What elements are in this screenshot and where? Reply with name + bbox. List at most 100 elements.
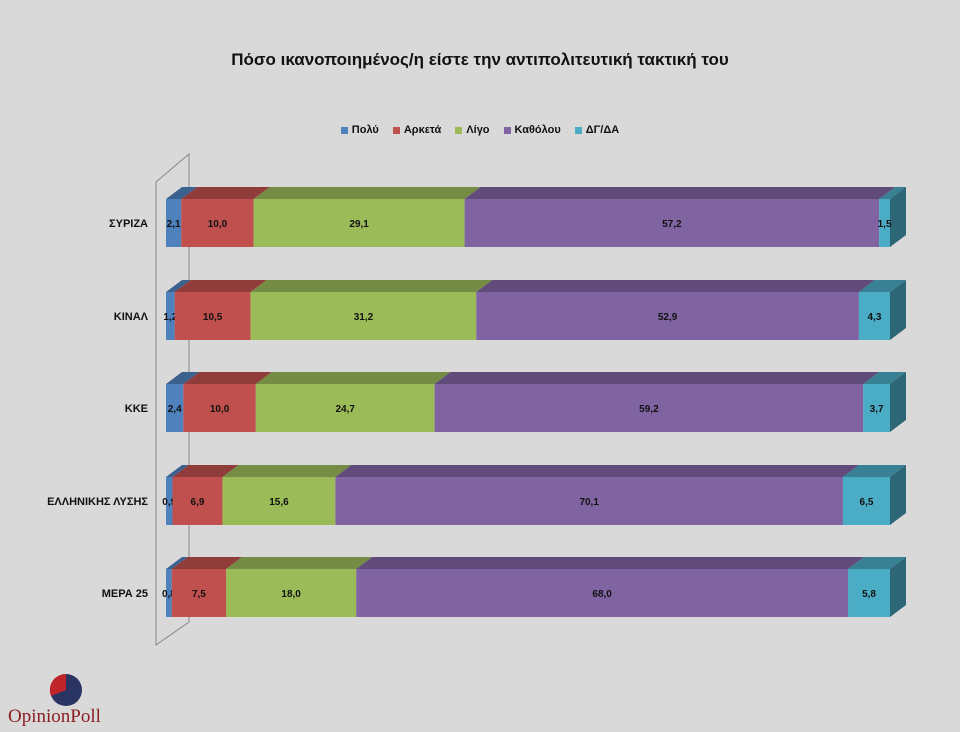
- legend-swatch: [503, 126, 511, 134]
- legend-item: Αρκετά: [392, 124, 442, 136]
- data-label: 5,8: [862, 589, 876, 600]
- bar-top-face: [166, 465, 189, 477]
- data-label: 31,2: [354, 312, 374, 323]
- bar-side-face: [890, 557, 906, 617]
- legend-swatch: [340, 126, 348, 134]
- bar-top-face: [183, 372, 272, 384]
- bar-segment: [222, 477, 336, 525]
- bar-top-face: [226, 557, 373, 569]
- bar-top-face: [174, 280, 267, 292]
- bar-top-face: [356, 557, 865, 569]
- legend-item: ΔΓ/ΔΑ: [574, 124, 620, 136]
- legend-label: Αρκετά: [403, 124, 442, 136]
- bar-segment: [434, 384, 864, 432]
- bar-top-face: [166, 187, 198, 199]
- data-label: 29,1: [349, 219, 369, 230]
- bar-top-face: [166, 557, 188, 569]
- bar-segment: [335, 477, 843, 525]
- bar-top-face: [842, 465, 906, 477]
- bar-top-face: [253, 187, 481, 199]
- legend-item: Λίγο: [455, 124, 490, 136]
- data-label: 52,9: [658, 312, 678, 323]
- bar-top-face: [166, 372, 200, 384]
- bar-segment: [858, 292, 890, 340]
- data-label: 7,5: [192, 589, 206, 600]
- legend-swatch: [392, 126, 400, 134]
- bar-segment: [879, 199, 890, 247]
- logo-segment-red: [49, 673, 66, 696]
- chart-title: Πόσο ικανοποιημένος/η είστε την αντιπολι…: [231, 50, 729, 69]
- bar-top-face: [250, 280, 493, 292]
- category-label: ΣΥΡΙΖΑ: [109, 218, 148, 230]
- brand-name: OpinionPoll: [8, 706, 101, 727]
- bar-segment: [848, 569, 890, 617]
- bar-top-face: [172, 465, 239, 477]
- bar-segment: [356, 569, 849, 617]
- bar-top-face: [171, 557, 243, 569]
- data-label: 15,6: [269, 497, 289, 508]
- data-label: 6,5: [860, 497, 874, 508]
- category-label: ΕΛΛΗΝΙΚΗΣ ΛΥΣΗΣ: [47, 496, 148, 508]
- data-label: 10,0: [210, 404, 230, 415]
- bar-segment: [166, 384, 184, 432]
- bar-segment: [842, 477, 890, 525]
- bar-segment: [166, 199, 182, 247]
- legend-swatch: [455, 126, 463, 134]
- bar-top-face: [858, 280, 906, 292]
- opinionpoll-logo: [49, 673, 82, 706]
- data-label: 2,1: [167, 219, 181, 230]
- data-label: 18,0: [281, 589, 301, 600]
- bar-top-face: [166, 280, 191, 292]
- bar-segment: [863, 384, 890, 432]
- data-label: 1,2: [163, 312, 177, 323]
- bar-segment: [226, 569, 357, 617]
- legend-label: Λίγο: [466, 124, 490, 136]
- bar-segment: [166, 477, 173, 525]
- data-label: 10,5: [203, 312, 223, 323]
- category-label: ΜΕΡΑ 25: [102, 588, 148, 600]
- bar-segment: [250, 292, 477, 340]
- bar-side-face: [890, 465, 906, 525]
- bar-top-face: [464, 187, 896, 199]
- bar-segment: [172, 477, 223, 525]
- bar-top-face: [335, 465, 859, 477]
- data-label: 68,0: [592, 589, 612, 600]
- bar-top-face: [476, 280, 875, 292]
- data-label: 0,9: [162, 497, 176, 508]
- bar-segment: [171, 569, 227, 617]
- bar-segment: [476, 292, 859, 340]
- bar-segment: [464, 199, 880, 247]
- data-label: 2,4: [168, 404, 182, 415]
- data-label: 24,7: [335, 404, 355, 415]
- bar-top-face: [222, 465, 352, 477]
- legend-label: ΔΓ/ΔΑ: [585, 124, 620, 136]
- bar-segment: [166, 569, 172, 617]
- data-label: 3,7: [870, 404, 884, 415]
- bar-top-face: [255, 372, 451, 384]
- bar-top-face: [848, 557, 906, 569]
- legend-label: Πολύ: [351, 124, 379, 136]
- legend-item: Πολύ: [340, 124, 379, 136]
- legend-swatch: [574, 126, 582, 134]
- bar-segment: [174, 292, 251, 340]
- legend-item: Καθόλου: [503, 124, 561, 136]
- category-label: ΚΙΝΑΛ: [114, 311, 149, 323]
- bar-top-face: [863, 372, 906, 384]
- bar-top-face: [434, 372, 880, 384]
- bar-segment: [253, 199, 465, 247]
- bar-segment: [183, 384, 256, 432]
- bar-side-face: [890, 280, 906, 340]
- data-label: 10,0: [208, 219, 228, 230]
- bar-top-face: [181, 187, 270, 199]
- bar-segment: [255, 384, 435, 432]
- data-label: 59,2: [639, 404, 659, 415]
- category-label: ΚΚΕ: [125, 403, 148, 415]
- bar-segment: [181, 199, 254, 247]
- legend-label: Καθόλου: [514, 124, 561, 136]
- bar-side-face: [890, 372, 906, 432]
- data-label: 1,5: [878, 219, 892, 230]
- legend: Πολύ Αρκετά Λίγο Καθόλου ΔΓ/ΔΑ: [0, 124, 960, 136]
- data-label: 6,9: [191, 497, 205, 508]
- data-label: 57,2: [662, 219, 682, 230]
